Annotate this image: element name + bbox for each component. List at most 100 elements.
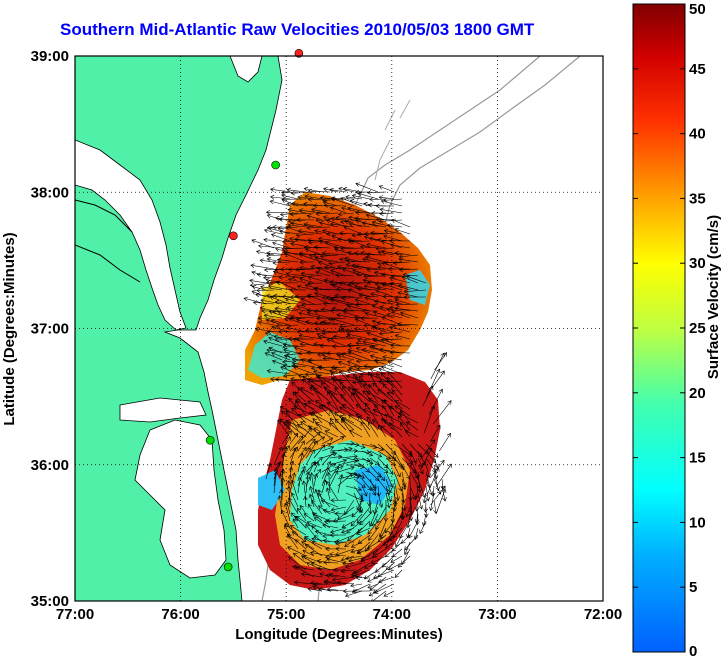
velocity-arrow-head xyxy=(312,512,317,518)
velocity-arrow-head xyxy=(339,219,345,225)
velocity-arrow xyxy=(337,472,353,487)
velocity-arrow xyxy=(297,196,315,200)
velocity-arrow xyxy=(379,306,395,312)
velocity-arrow-head xyxy=(325,487,331,492)
velocity-arrow xyxy=(394,569,403,578)
velocity-arrow-head xyxy=(322,301,328,306)
velocity-arrow-head xyxy=(374,404,379,409)
velocity-arrow-head xyxy=(325,467,330,472)
velocity-arrow xyxy=(286,501,291,515)
velocity-arrow-head xyxy=(271,325,276,330)
velocity-arrow-head xyxy=(284,246,289,251)
velocity-arrow xyxy=(326,487,331,501)
velocity-arrow-head xyxy=(296,318,301,323)
velocity-arrow-head xyxy=(336,580,342,586)
velocity-arrow-head xyxy=(320,436,326,441)
velocity-arrow-head xyxy=(406,523,411,529)
velocity-arrow xyxy=(356,576,371,579)
velocity-arrow-head xyxy=(408,533,413,539)
velocity-arrow xyxy=(301,273,323,277)
velocity-arrow-head xyxy=(316,559,322,564)
velocity-arrow-head xyxy=(256,288,261,293)
velocity-arrow xyxy=(329,459,347,466)
velocity-arrow xyxy=(369,450,382,458)
velocity-arrow xyxy=(409,457,420,479)
velocity-arrow-head xyxy=(280,190,286,195)
velocity-arrow-head xyxy=(302,446,307,452)
velocity-arrow-head xyxy=(330,450,335,456)
velocity-arrow xyxy=(401,457,417,474)
velocity-arrow xyxy=(346,330,371,333)
velocity-arrow-head xyxy=(259,258,264,263)
velocity-arrow-head xyxy=(379,446,384,451)
velocity-arrow-head xyxy=(313,473,319,478)
velocity-arrow-head xyxy=(315,315,321,321)
velocity-arrow-head xyxy=(285,410,290,415)
velocity-arrow xyxy=(321,437,333,445)
velocity-arrow xyxy=(306,295,323,298)
y-tick-label: 37:00 xyxy=(31,321,69,338)
velocity-arrow-head xyxy=(360,316,365,321)
velocity-arrow xyxy=(351,240,371,249)
velocity-arrow xyxy=(399,254,419,258)
velocity-arrow-head xyxy=(366,331,371,337)
velocity-arrow-head xyxy=(329,390,334,395)
velocity-arrow-head xyxy=(376,285,382,290)
chesapeake-bay xyxy=(75,139,187,331)
velocity-arrow-head xyxy=(354,572,359,577)
velocity-arrow xyxy=(284,317,307,320)
radar-stations xyxy=(205,48,304,572)
velocity-arrow-head xyxy=(355,271,360,277)
velocity-arrow xyxy=(330,223,355,228)
velocity-arrow xyxy=(273,468,277,487)
velocity-arrow xyxy=(345,471,362,477)
velocity-arrow-head xyxy=(285,445,290,450)
velocity-arrow xyxy=(372,541,387,555)
velocity-arrow xyxy=(339,232,355,235)
velocity-arrow-head xyxy=(383,419,388,425)
velocity-arrow-head xyxy=(293,365,298,370)
velocity-arrow-head xyxy=(300,297,306,303)
velocity-arrow-head xyxy=(341,206,346,211)
velocity-arrow xyxy=(321,479,326,494)
velocity-arrow xyxy=(407,513,411,528)
velocity-arrow-head xyxy=(390,243,395,248)
velocity-arrow xyxy=(333,335,355,340)
velocity-arrow xyxy=(273,462,280,473)
velocity-arrow xyxy=(423,492,427,503)
velocity-arrow xyxy=(287,189,307,193)
velocity-arrow-head xyxy=(330,365,336,370)
velocity-arrow-head xyxy=(284,252,289,257)
velocity-arrow xyxy=(420,447,433,470)
velocity-arrow-head xyxy=(311,541,317,546)
velocity-arrow xyxy=(306,309,323,312)
plot-frame xyxy=(74,55,604,602)
velocity-arrow xyxy=(321,331,339,334)
velocity-arrow-head xyxy=(447,463,452,469)
velocity-arrow xyxy=(283,349,299,354)
velocity-arrow xyxy=(295,400,307,417)
velocity-arrow-head xyxy=(294,539,300,544)
velocity-arrow-head xyxy=(378,503,384,508)
velocity-arrow xyxy=(298,230,323,235)
velocity-arrow-head xyxy=(428,506,434,512)
velocity-arrow-head xyxy=(364,231,369,237)
velocity-arrow-head xyxy=(297,228,303,234)
velocity-arrow xyxy=(393,478,399,501)
velocity-arrow-head xyxy=(355,341,360,346)
velocity-arrow-head xyxy=(317,266,322,272)
velocity-arrow xyxy=(387,300,403,305)
velocity-arrow xyxy=(329,422,347,438)
velocity-arrow-head xyxy=(286,422,292,427)
velocity-arrow xyxy=(341,569,355,572)
velocity-arrow xyxy=(354,328,379,333)
velocity-arrow xyxy=(311,499,323,515)
velocity-arrow xyxy=(271,352,291,361)
velocity-arrow-head xyxy=(360,474,365,479)
velocity-arrow xyxy=(360,246,379,249)
velocity-arrow-head xyxy=(275,323,280,329)
velocity-arrow xyxy=(367,583,379,589)
velocity-arrow-head xyxy=(356,231,362,237)
velocity-arrow-head xyxy=(303,201,308,207)
